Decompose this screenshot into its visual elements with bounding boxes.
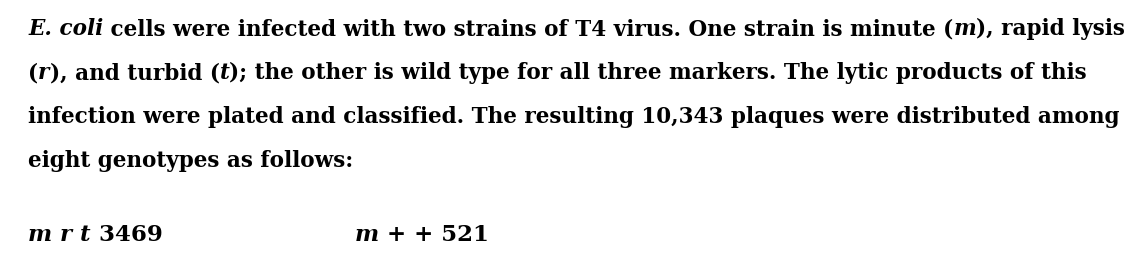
Text: coli: coli xyxy=(52,18,103,40)
Text: cells were infected with two strains of T4 virus. One strain is minute (: cells were infected with two strains of … xyxy=(103,18,954,40)
Text: infection were plated and classified. The resulting 10,343 plaques were distribu: infection were plated and classified. Th… xyxy=(28,106,1119,128)
Text: m: m xyxy=(28,224,52,246)
Text: 3469: 3469 xyxy=(91,224,163,246)
Text: ); the other is wild type for all three markers. The lytic products of this: ); the other is wild type for all three … xyxy=(229,62,1088,84)
Text: ), rapid lysis: ), rapid lysis xyxy=(976,18,1125,40)
Text: ), and turbid (: ), and turbid ( xyxy=(50,62,220,84)
Text: E.: E. xyxy=(28,18,52,40)
Text: m: m xyxy=(954,18,976,40)
Text: eight genotypes as follows:: eight genotypes as follows: xyxy=(28,150,354,172)
Text: r: r xyxy=(39,62,50,84)
Text: t: t xyxy=(220,62,229,84)
Text: (: ( xyxy=(28,62,39,84)
Text: m: m xyxy=(355,224,379,246)
Text: r: r xyxy=(52,224,73,246)
Text: t: t xyxy=(73,224,91,246)
Text: + + 521: + + 521 xyxy=(379,224,489,246)
